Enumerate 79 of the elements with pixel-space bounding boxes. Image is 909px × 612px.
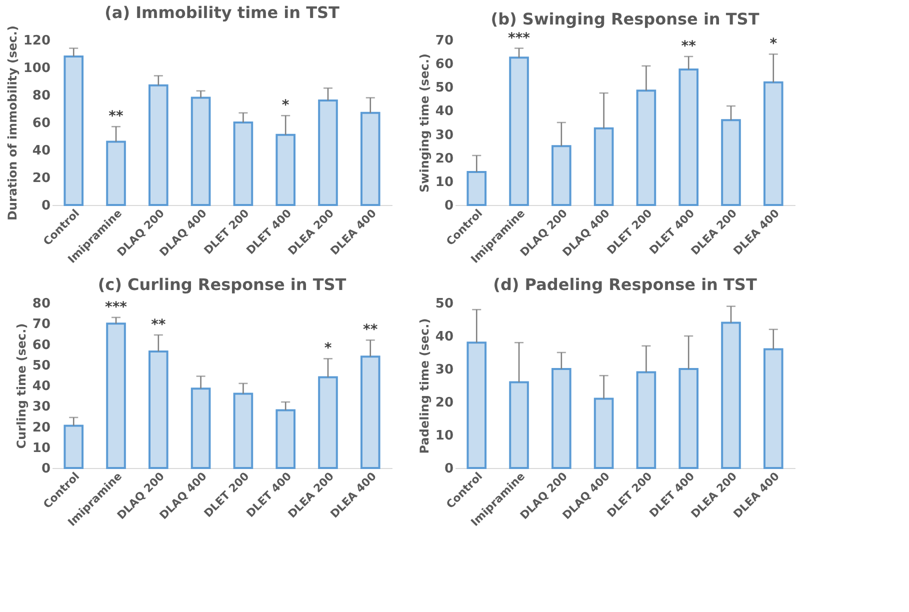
- bar: [148, 84, 168, 206]
- bar: [276, 134, 296, 206]
- y-tick-label: 50: [435, 296, 454, 312]
- y-tick-label: 20: [32, 171, 50, 186]
- bar: [190, 388, 211, 469]
- y-axis-title: Duration of immobility (sec.): [5, 26, 20, 220]
- y-tick-label: 80: [32, 296, 50, 312]
- annotation: **: [108, 108, 124, 125]
- bar: [509, 56, 529, 206]
- bar: [466, 171, 487, 206]
- bar: [763, 81, 784, 206]
- bar: [636, 371, 656, 469]
- chart-title: (c) Curling Response in TST: [98, 275, 346, 294]
- y-tick-label: 10: [435, 174, 454, 190]
- bar: [678, 368, 698, 469]
- bar: [636, 90, 656, 206]
- chart-title: (d) Padeling Response in TST: [493, 275, 757, 294]
- y-tick-label: 40: [32, 379, 50, 394]
- y-tick-label: 0: [444, 198, 454, 214]
- bar: [552, 368, 572, 469]
- annotation: *: [324, 340, 332, 357]
- y-tick-label: 20: [435, 151, 454, 166]
- annotation: **: [363, 322, 378, 338]
- bar: [678, 68, 698, 206]
- y-tick-label: 70: [435, 34, 454, 48]
- annotation: ***: [105, 299, 128, 316]
- bar: [721, 322, 741, 469]
- y-tick-label: 10: [32, 440, 50, 456]
- y-tick-label: 0: [444, 462, 454, 476]
- y-tick-label: 10: [435, 428, 454, 444]
- bar: [360, 112, 380, 206]
- bar: [318, 100, 338, 206]
- chart-title: (a) Immobility time in TST: [104, 3, 340, 22]
- y-axis-title: Swinging time (sec.): [417, 54, 432, 192]
- bar: [509, 381, 529, 469]
- bar: [318, 376, 338, 469]
- annotation: ***: [508, 30, 531, 46]
- bar: [233, 122, 254, 206]
- y-tick-label: 60: [32, 338, 50, 353]
- y-tick-label: 80: [32, 88, 50, 104]
- y-tick-label: 20: [435, 396, 454, 410]
- bar: [148, 350, 168, 469]
- bar: [552, 145, 572, 206]
- bar: [190, 96, 211, 206]
- bar: [763, 348, 784, 469]
- bar: [64, 56, 84, 206]
- annotation: **: [151, 316, 166, 333]
- bar: [276, 409, 296, 469]
- bar: [64, 424, 84, 469]
- y-tick-label: 70: [32, 317, 50, 332]
- y-tick-label: 0: [41, 198, 50, 214]
- bar: [594, 127, 614, 206]
- y-tick-label: 60: [32, 116, 50, 131]
- y-tick-label: 20: [32, 420, 50, 436]
- bar: [360, 356, 380, 469]
- chart-title: (b) Swinging Response in TST: [490, 9, 760, 28]
- y-tick-label: 40: [435, 330, 454, 344]
- y-tick-label: 60: [435, 57, 454, 72]
- y-tick-label: 40: [32, 144, 50, 158]
- annotation: **: [681, 38, 697, 54]
- y-tick-label: 100: [23, 61, 50, 76]
- y-tick-label: 0: [41, 462, 50, 476]
- y-tick-label: 50: [32, 358, 50, 374]
- y-tick-label: 30: [435, 128, 454, 143]
- annotation: *: [770, 36, 778, 52]
- bar: [106, 322, 126, 469]
- y-tick-label: 40: [435, 104, 454, 120]
- bar: [233, 392, 254, 469]
- y-tick-label: 50: [435, 80, 454, 96]
- bar: [466, 342, 487, 469]
- y-tick-label: 30: [32, 400, 50, 415]
- y-axis-title: Padeling time (sec.): [417, 318, 432, 454]
- y-tick-label: 120: [23, 34, 50, 48]
- bar: [721, 119, 741, 206]
- annotation: *: [282, 98, 290, 114]
- bar: [594, 398, 614, 469]
- bar: [106, 140, 126, 206]
- y-axis-title: Curling time (sec.): [14, 323, 28, 449]
- y-tick-label: 30: [435, 362, 454, 378]
